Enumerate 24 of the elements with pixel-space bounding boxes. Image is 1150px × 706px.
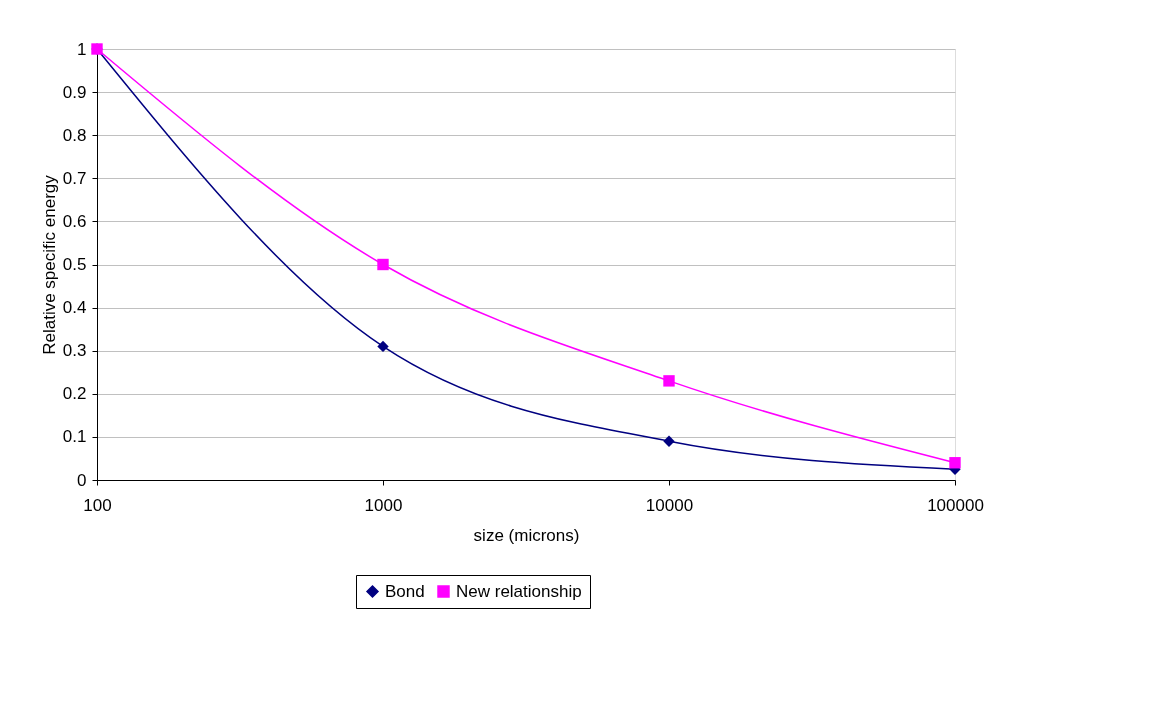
x-tick-label: 100000 <box>927 495 984 515</box>
point <box>377 340 389 353</box>
y-tick-label: 1 <box>77 39 87 59</box>
y-tick-label: 0 <box>77 470 87 490</box>
point <box>663 375 675 387</box>
x-tick-label: 10000 <box>645 495 694 515</box>
x-tick-label: 1000 <box>364 495 403 515</box>
x-tick-label: 100 <box>83 495 112 515</box>
y-tick-label: 0.2 <box>62 384 87 404</box>
y-tick-label: 0.1 <box>62 427 87 447</box>
legend-label: Bond <box>385 581 425 601</box>
x-axis-title: size (microns) <box>473 525 580 545</box>
point <box>377 258 389 271</box>
point <box>663 435 675 447</box>
y-tick-label: 0.9 <box>62 82 87 102</box>
y-tick-label: 0.5 <box>62 255 87 274</box>
point <box>949 457 961 469</box>
y-tick-label: 0.6 <box>62 211 87 231</box>
y-axis-title: Relative specific energy <box>39 174 59 355</box>
legend-label: New relationship <box>456 581 582 601</box>
y-tick-label: 0.8 <box>62 125 87 145</box>
y-tick-label: 0.3 <box>62 341 87 361</box>
y-tick-label: 0.4 <box>62 298 87 318</box>
y-tick-label: 0.7 <box>62 168 87 188</box>
